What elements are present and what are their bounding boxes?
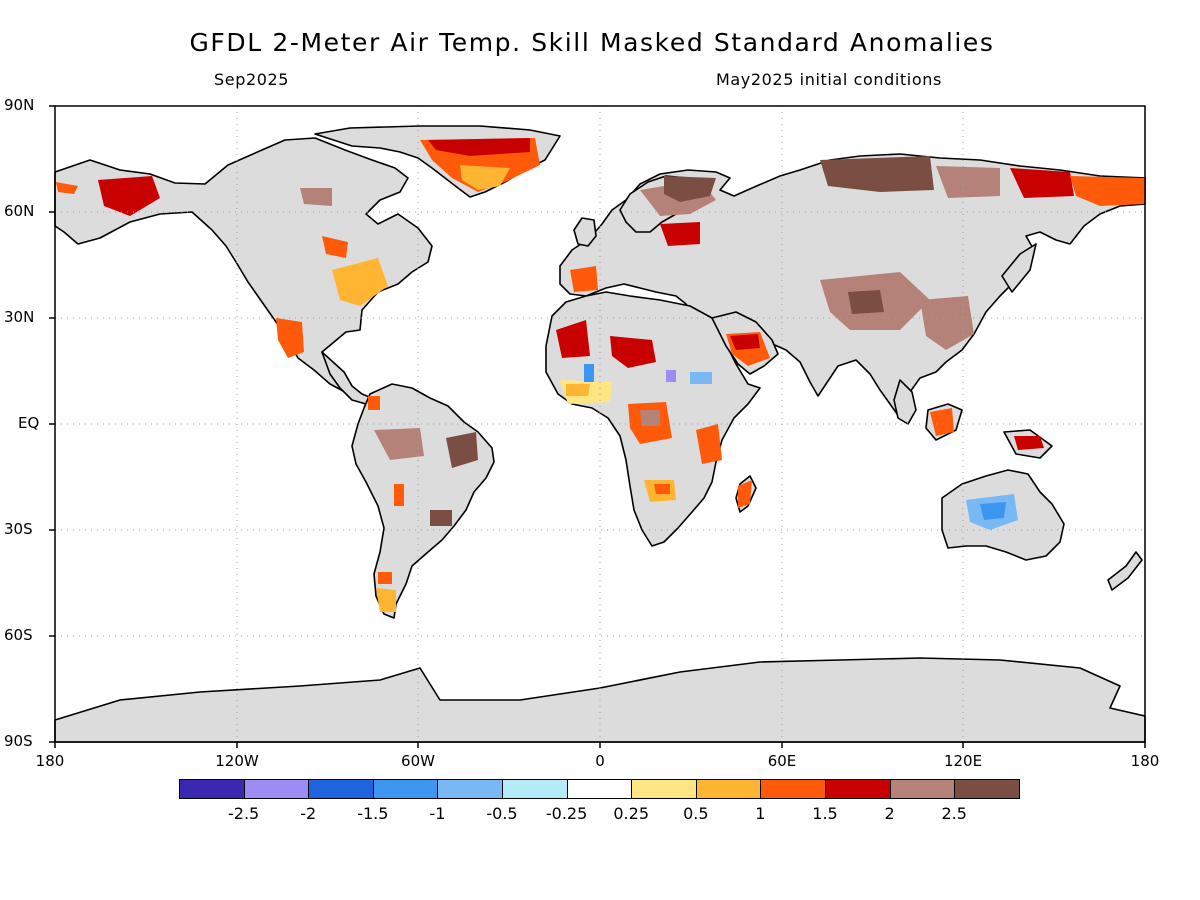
anomaly-sudan-blue [690,372,712,384]
anomaly-southern-africa-red [654,484,670,494]
anomaly-sahel-west-orange [566,384,590,396]
lon-label-120e: 120E [943,752,983,770]
anomaly-siberia [820,156,934,192]
anomaly-borneo [930,408,954,436]
anomaly-madagascar [738,480,752,508]
colorbar-label: -2 [300,804,317,823]
map-title: GFDL 2-Meter Air Temp. Skill Masked Stan… [189,28,995,57]
anomaly-far-east-red [1010,168,1074,198]
anomaly-sahara-west [556,320,590,358]
anomaly-eastus [332,258,388,306]
colorbar-swatch [566,779,633,799]
anomaly-arabia-red [730,334,760,350]
anomaly-far-east-orange [1070,176,1145,206]
colorbar-swatch [502,779,568,799]
anomaly-greenland-hot [460,165,510,190]
colorbar-swatch [243,779,310,799]
anomaly-eastus-north [322,236,348,258]
colorbar-swatch [308,779,374,799]
lat-label-90s: 90S [4,732,33,750]
anomaly-bolivia [394,484,404,506]
colorbar-swatch [631,779,697,799]
colorbar-label: -1 [429,804,446,823]
anomaly-new-guinea [1014,436,1044,450]
anomaly-east-africa [696,424,722,464]
anomaly-russia-red [660,222,700,246]
colorbar-swatch [954,779,1020,799]
lon-label-0: 0 [595,752,605,770]
colorbar-label: 0.25 [613,804,649,823]
colorbar-swatch [372,779,439,799]
colorbar-label: -0.25 [545,804,588,823]
colorbar-label: 1.5 [812,804,838,823]
anomaly-sahara-central [610,336,656,368]
anomaly-argentina-brown [430,510,452,526]
graticule [55,106,1145,742]
lon-label-60w: 60W [401,752,435,770]
colorbar-swatch [760,779,826,799]
lon-label-60e: 60E [767,752,797,770]
colorbar-swatch [825,779,891,799]
colorbar-label: -0.5 [486,804,518,823]
anomaly-congo-brown [640,410,660,426]
colorbar-label: -2.5 [227,804,260,823]
anomaly-brazil-dark [446,432,478,468]
great-britain [573,217,597,247]
lat-label-90n: 90N [4,96,35,114]
colorbar-swatch [179,779,245,799]
lat-label-eq: EQ [18,414,40,432]
anomaly-west-africa-blue [584,364,594,382]
lon-label-180e: 180 [1130,752,1160,770]
anomaly-siberia-brown [936,166,1000,198]
colorbar-swatch [889,779,956,799]
colorbar-label: 0.5 [683,804,709,823]
anomaly-patagonia [376,588,396,612]
anomaly-alaska [98,176,160,216]
anomaly-north-colombia [368,396,380,410]
anomaly-scandinavia-north [664,176,716,202]
anomaly-patches [56,138,1145,612]
anomaly-china [920,296,974,350]
colorbar-label: 2 [884,804,895,823]
initial-conditions-label: May2025 initial conditions [716,70,942,89]
lat-label-60n: 60N [4,202,35,220]
anomaly-south-america-brown [374,428,424,460]
lat-label-60s: 60S [4,626,33,644]
colorbar-label: 1 [755,804,766,823]
lat-label-30n: 30N [4,308,35,326]
new-zealand [1107,551,1143,591]
lon-label-120w: 120W [215,752,259,770]
anomaly-iberia [570,266,598,292]
map-frame [49,105,1146,748]
colorbar-swatch [437,779,503,799]
anomaly-patagonia-red [378,572,392,584]
colorbar-label: 2.5 [941,804,967,823]
anomaly-alaska-west [56,182,78,194]
lon-label-180w: 180 [35,752,65,770]
anomaly-canada-brown [300,188,332,206]
anomaly-greenland-top [428,138,530,156]
anomaly-chad-purple [666,370,676,382]
anomaly-australia-blue-dark [980,502,1006,520]
lat-label-30s: 30S [4,520,33,538]
valid-period-label: Sep2025 [214,70,290,89]
anomaly-central-asia-dark [848,290,884,314]
colorbar-label: -1.5 [357,804,389,823]
japan [1001,243,1037,293]
colorbar-swatch [695,779,762,799]
anomaly-mexico [276,318,304,358]
